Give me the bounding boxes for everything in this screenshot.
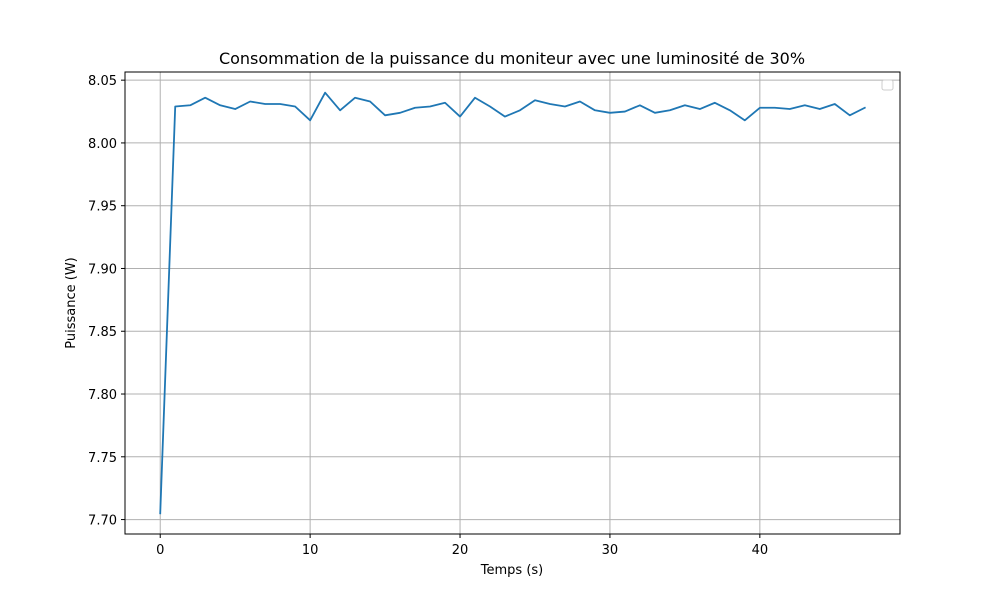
y-tick-label: 8.00	[88, 137, 117, 152]
x-axis-label: Temps (s)	[480, 563, 543, 578]
x-tick-label: 20	[452, 543, 469, 558]
y-axis-ticks: 7.70 7.75 7.80 7.85 7.90 7.95 8.00 8.05	[88, 74, 125, 529]
grid	[125, 72, 900, 534]
y-tick-label: 7.75	[88, 451, 117, 466]
y-tick-label: 7.80	[88, 388, 117, 403]
x-tick-label: 0	[156, 543, 164, 558]
power-series-line	[159, 91, 866, 515]
series-layer	[159, 91, 866, 515]
x-tick-label: 30	[602, 543, 619, 558]
y-tick-label: 8.05	[88, 74, 117, 89]
y-tick-label: 7.85	[88, 325, 117, 340]
x-axis-ticks: 0 10 20 30 40	[156, 534, 768, 558]
plot-area-frame	[124, 71, 901, 535]
legend	[881, 79, 894, 91]
y-axis-label: Puissance (W)	[64, 257, 79, 349]
y-tick-label: 7.90	[88, 262, 117, 277]
y-tick-label: 7.95	[88, 200, 117, 215]
y-tick-label: 7.70	[88, 514, 117, 529]
x-tick-label: 10	[302, 543, 319, 558]
x-tick-label: 40	[752, 543, 769, 558]
chart-title: Consommation de la puissance du moniteur…	[219, 49, 805, 68]
